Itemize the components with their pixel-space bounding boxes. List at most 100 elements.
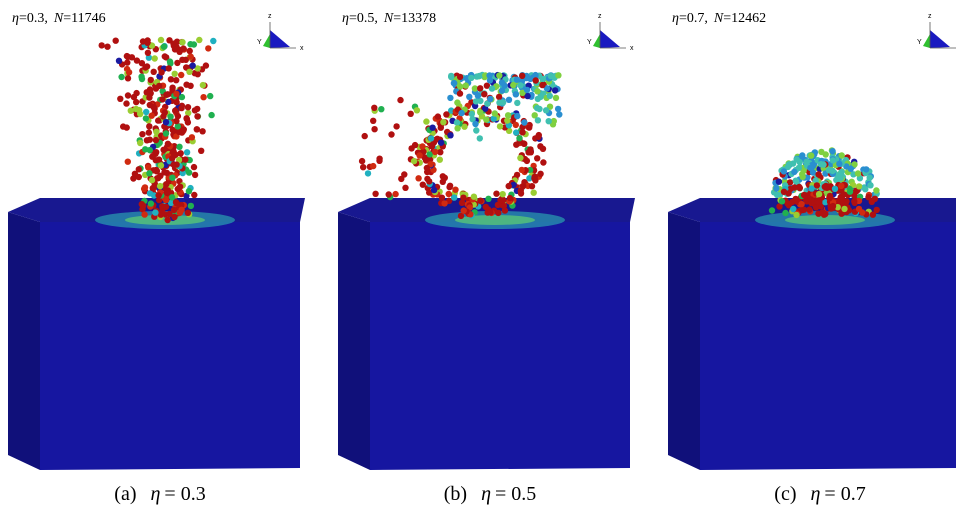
particle [793,178,799,184]
particle [471,194,477,200]
particle [141,211,147,217]
particle [186,169,192,175]
particle [139,76,145,82]
particle [473,127,479,133]
particle [426,178,432,184]
text-part: = 0.3 [164,483,205,505]
particle [829,148,835,154]
particle [540,146,546,152]
particle [163,119,169,125]
particle [124,124,130,130]
particle [873,187,879,193]
particle [169,175,175,181]
particle [188,203,194,209]
particle [472,121,478,127]
particle [146,129,152,135]
particle [208,112,214,118]
particle [199,128,205,134]
particle [415,175,421,181]
particle [207,93,213,99]
particle [198,148,204,154]
particle [514,100,520,106]
particle [546,118,552,124]
particle [473,98,479,104]
particle [192,107,198,113]
particle [158,69,164,75]
particle [158,162,164,168]
particle [176,144,182,150]
text-part: (c) [774,483,796,505]
particle [392,191,398,197]
particle [501,203,507,209]
particle [393,123,399,129]
particle [171,207,177,213]
text-part: η [672,11,679,26]
particle [791,169,797,175]
particle [440,119,446,125]
particle [819,209,825,215]
particle [791,184,797,190]
particle [460,195,466,201]
particle [412,142,418,148]
triad-y [593,34,600,48]
text-part: N [383,11,394,26]
particle [477,85,483,91]
particle [859,209,865,215]
axis-label: z [928,13,932,20]
axis-label: Y [257,39,262,46]
particle [125,75,131,81]
particle [200,94,206,100]
particle [513,91,519,97]
particle [189,134,195,140]
particle [505,112,511,118]
particle [779,198,785,204]
particle [424,169,430,175]
panel: η=0.3,N=11746zYx(a)η= 0.3 [8,11,305,505]
panel-caption: (b)η= 0.5 [444,483,537,505]
particle [851,198,857,204]
particle [173,91,179,97]
particle [172,108,178,114]
particle [150,185,156,191]
particle [196,37,202,43]
particle [769,207,775,213]
particle [142,146,148,152]
particle [839,195,845,201]
particle [514,77,520,83]
text-part: =0.7, [679,11,708,26]
particle [793,212,799,218]
particle [867,182,873,188]
particle [520,183,526,189]
particle [153,137,159,143]
particle [184,149,190,155]
particle [814,182,820,188]
particle [432,149,438,155]
triad-y [923,34,930,48]
particle [497,197,503,203]
particle [443,111,449,117]
particle [139,201,145,207]
particle [173,99,179,105]
particle [187,83,193,89]
particle [441,200,447,206]
particle [801,207,807,213]
particle [187,41,193,47]
particle [140,38,146,44]
axis-label: Y [917,39,922,46]
particle [151,106,157,112]
particle [139,131,145,137]
particle [454,125,460,131]
particle [164,190,170,196]
particle [398,176,404,182]
text-part: =12462 [723,11,766,26]
particle [186,188,192,194]
particle [141,186,147,192]
particle [448,73,454,79]
particle [173,77,179,83]
particle [815,171,821,177]
particle [781,168,787,174]
particle [416,152,422,158]
particle [483,116,489,122]
particle [841,206,847,212]
particle [507,195,513,201]
